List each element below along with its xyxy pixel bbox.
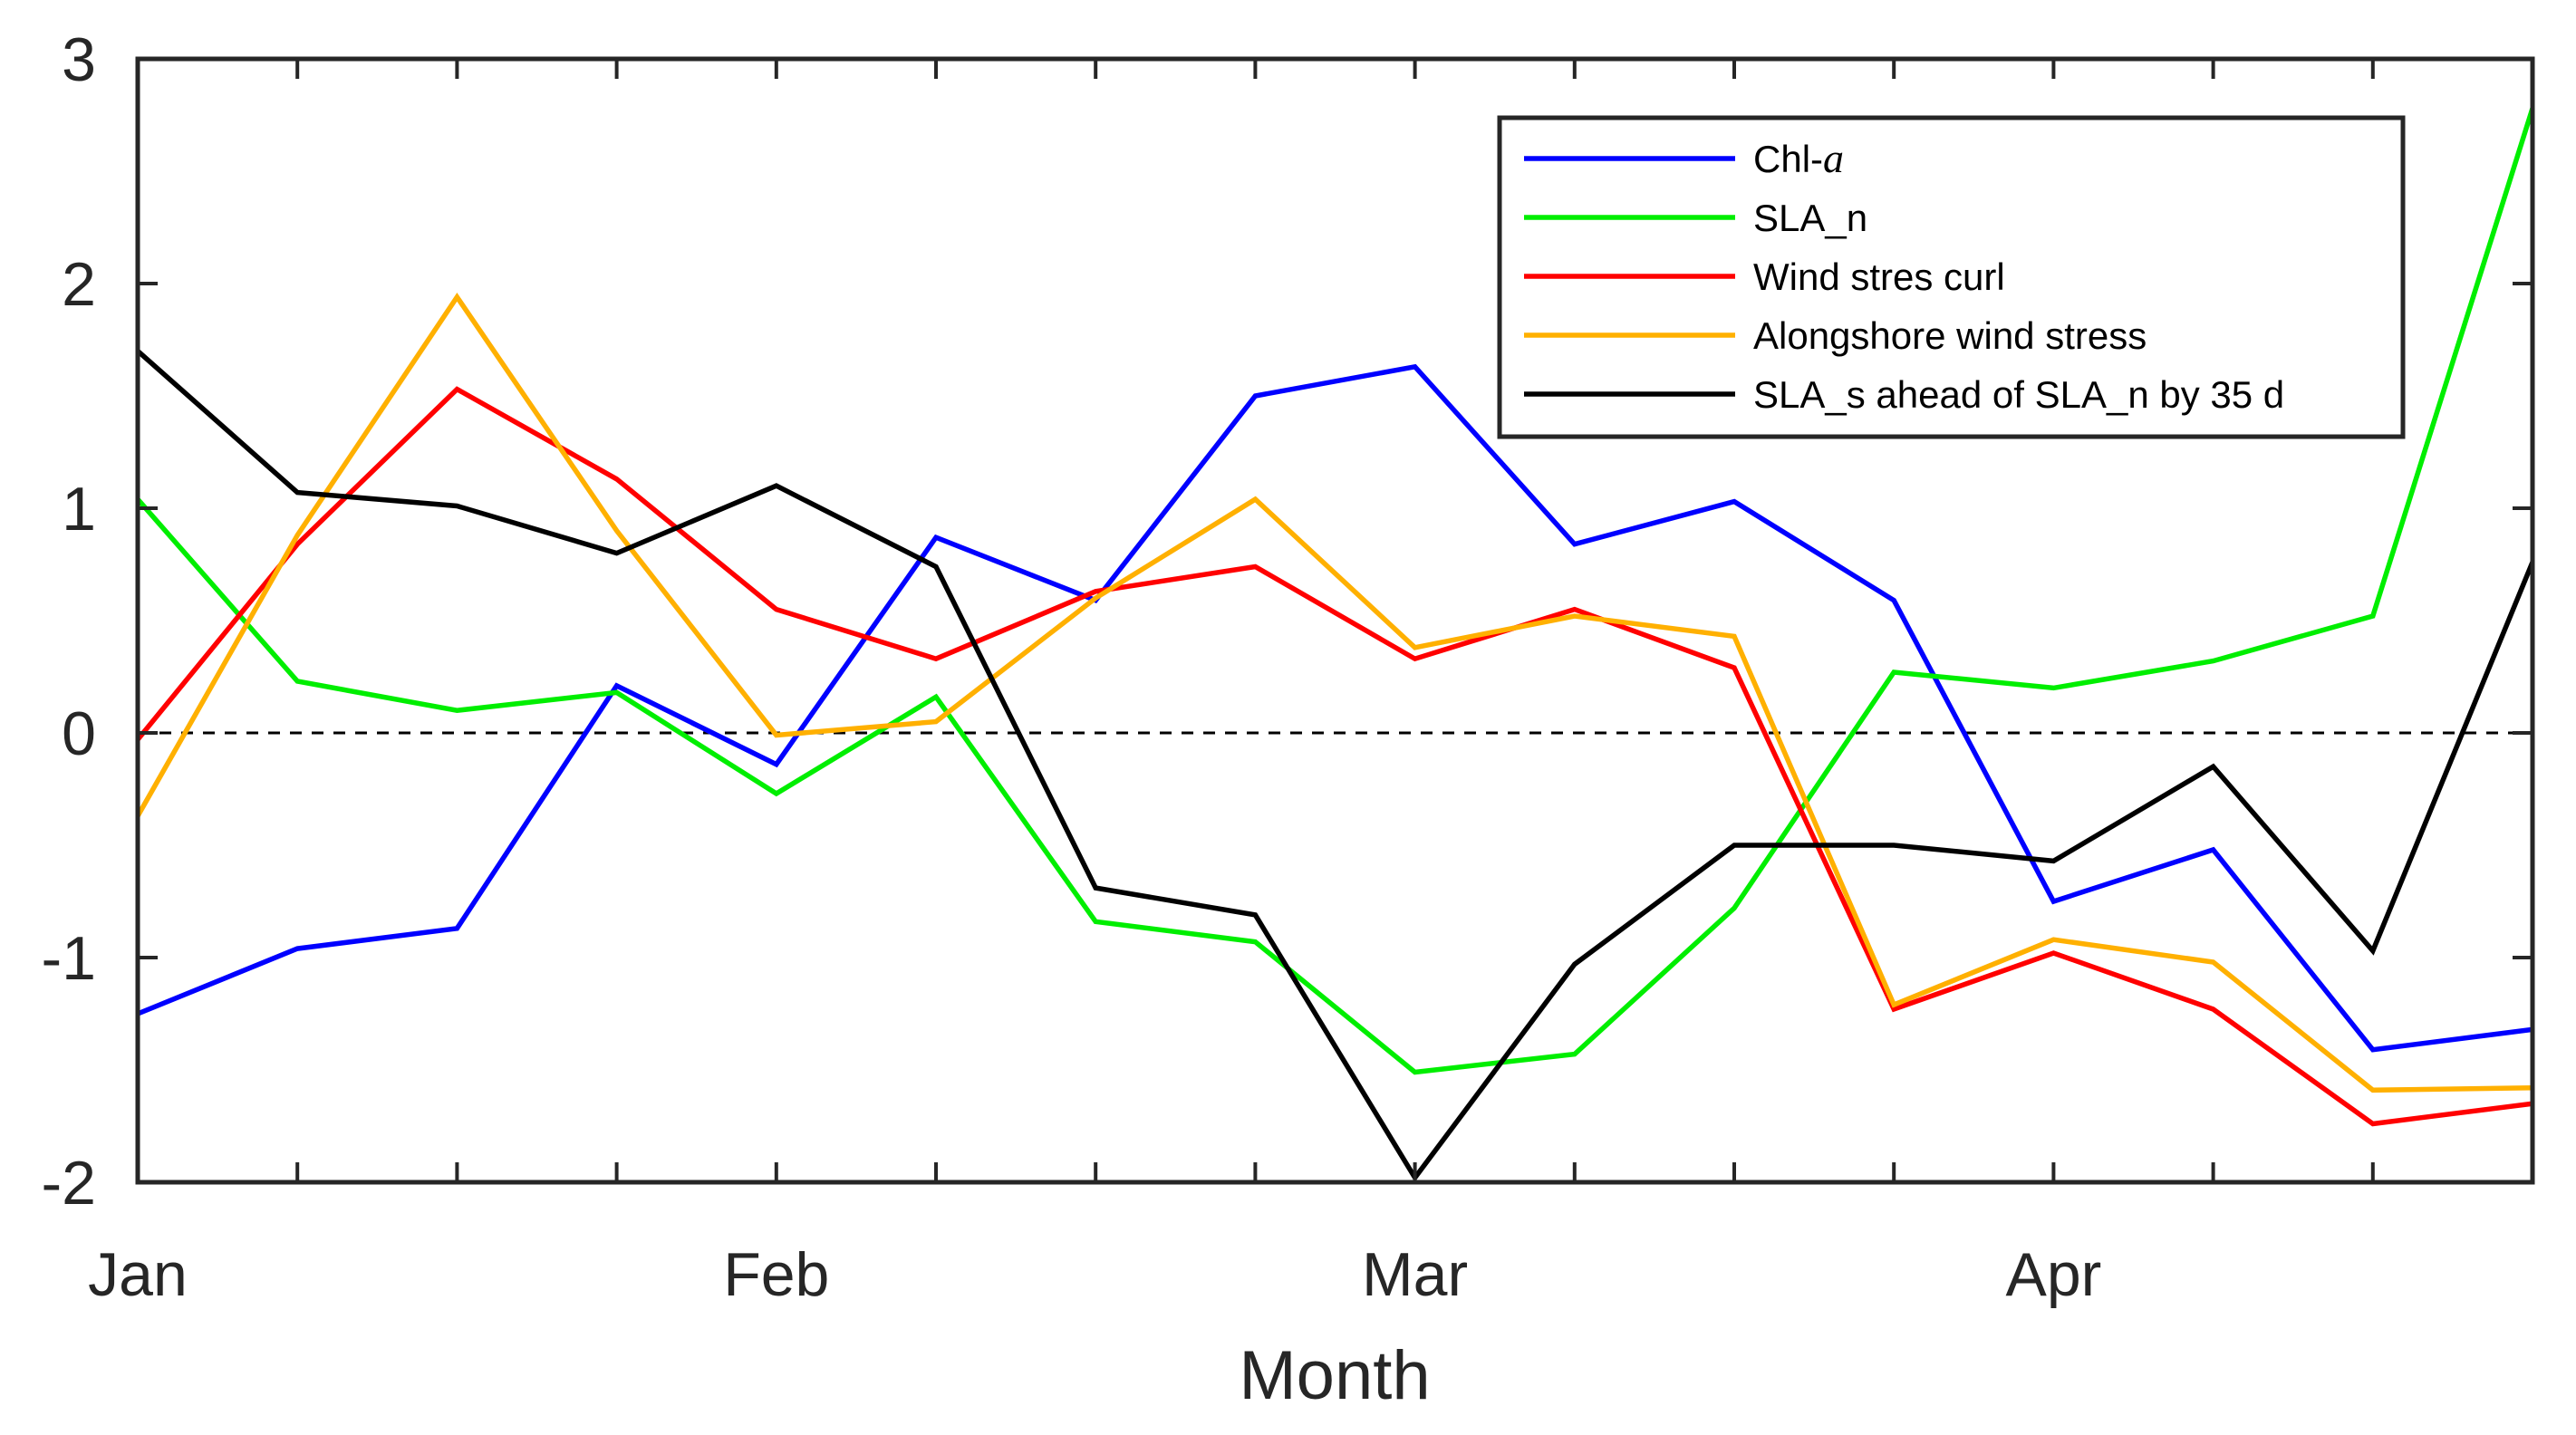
x-tick-label: Mar xyxy=(1362,1240,1468,1309)
axes xyxy=(135,56,2535,1185)
legend-label-text: Wind stres curl xyxy=(1753,255,2005,298)
y-tick-label: 0 xyxy=(62,699,96,768)
legend-label: SLA_n xyxy=(1753,197,1867,239)
legend-label-text: SLA_s ahead of SLA_n by 35 d xyxy=(1753,373,2284,416)
y-tick-label: 2 xyxy=(62,250,96,319)
axes-box xyxy=(135,56,2535,1185)
legend: Chl-a SLA_n Wind stres curl Alongshore wind… xyxy=(1497,115,2406,439)
x-tick-label: Feb xyxy=(723,1240,829,1309)
legend-label-text: Alongshore wind stress xyxy=(1753,314,2147,357)
y-tick-label: 3 xyxy=(62,25,96,94)
x-tick-label: Jan xyxy=(88,1240,188,1309)
legend-label: Alongshore wind stress xyxy=(1753,314,2147,357)
legend-label: SLA_s ahead of SLA_n by 35 d xyxy=(1753,373,2284,416)
legend-label: Chl-a xyxy=(1753,135,1844,181)
series-line-1 xyxy=(136,363,2533,1053)
y-axis-ticks: 3 2 1 0 -1 -2 xyxy=(42,25,2533,1218)
legend-label-text: SLA_n xyxy=(1753,197,1867,239)
legend-label-text: Chl- xyxy=(1753,138,1823,180)
series-line-4 xyxy=(135,292,2533,1093)
series-line-2 xyxy=(135,107,2535,1075)
y-tick-label: -2 xyxy=(42,1149,96,1218)
series-lines xyxy=(135,107,2535,1182)
legend-label-italic: a xyxy=(1823,135,1844,181)
y-tick-label: -1 xyxy=(42,924,96,993)
x-axis-title: Month xyxy=(1239,1337,1430,1414)
x-axis-ticks: Jan Feb Mar Apr xyxy=(88,59,2534,1309)
x-tick-label: Apr xyxy=(2005,1240,2101,1309)
series-line-5 xyxy=(136,349,2535,1182)
y-tick-label: 1 xyxy=(62,475,96,544)
legend-label: Wind stres curl xyxy=(1753,255,2005,298)
series-line-3 xyxy=(135,386,2533,1127)
